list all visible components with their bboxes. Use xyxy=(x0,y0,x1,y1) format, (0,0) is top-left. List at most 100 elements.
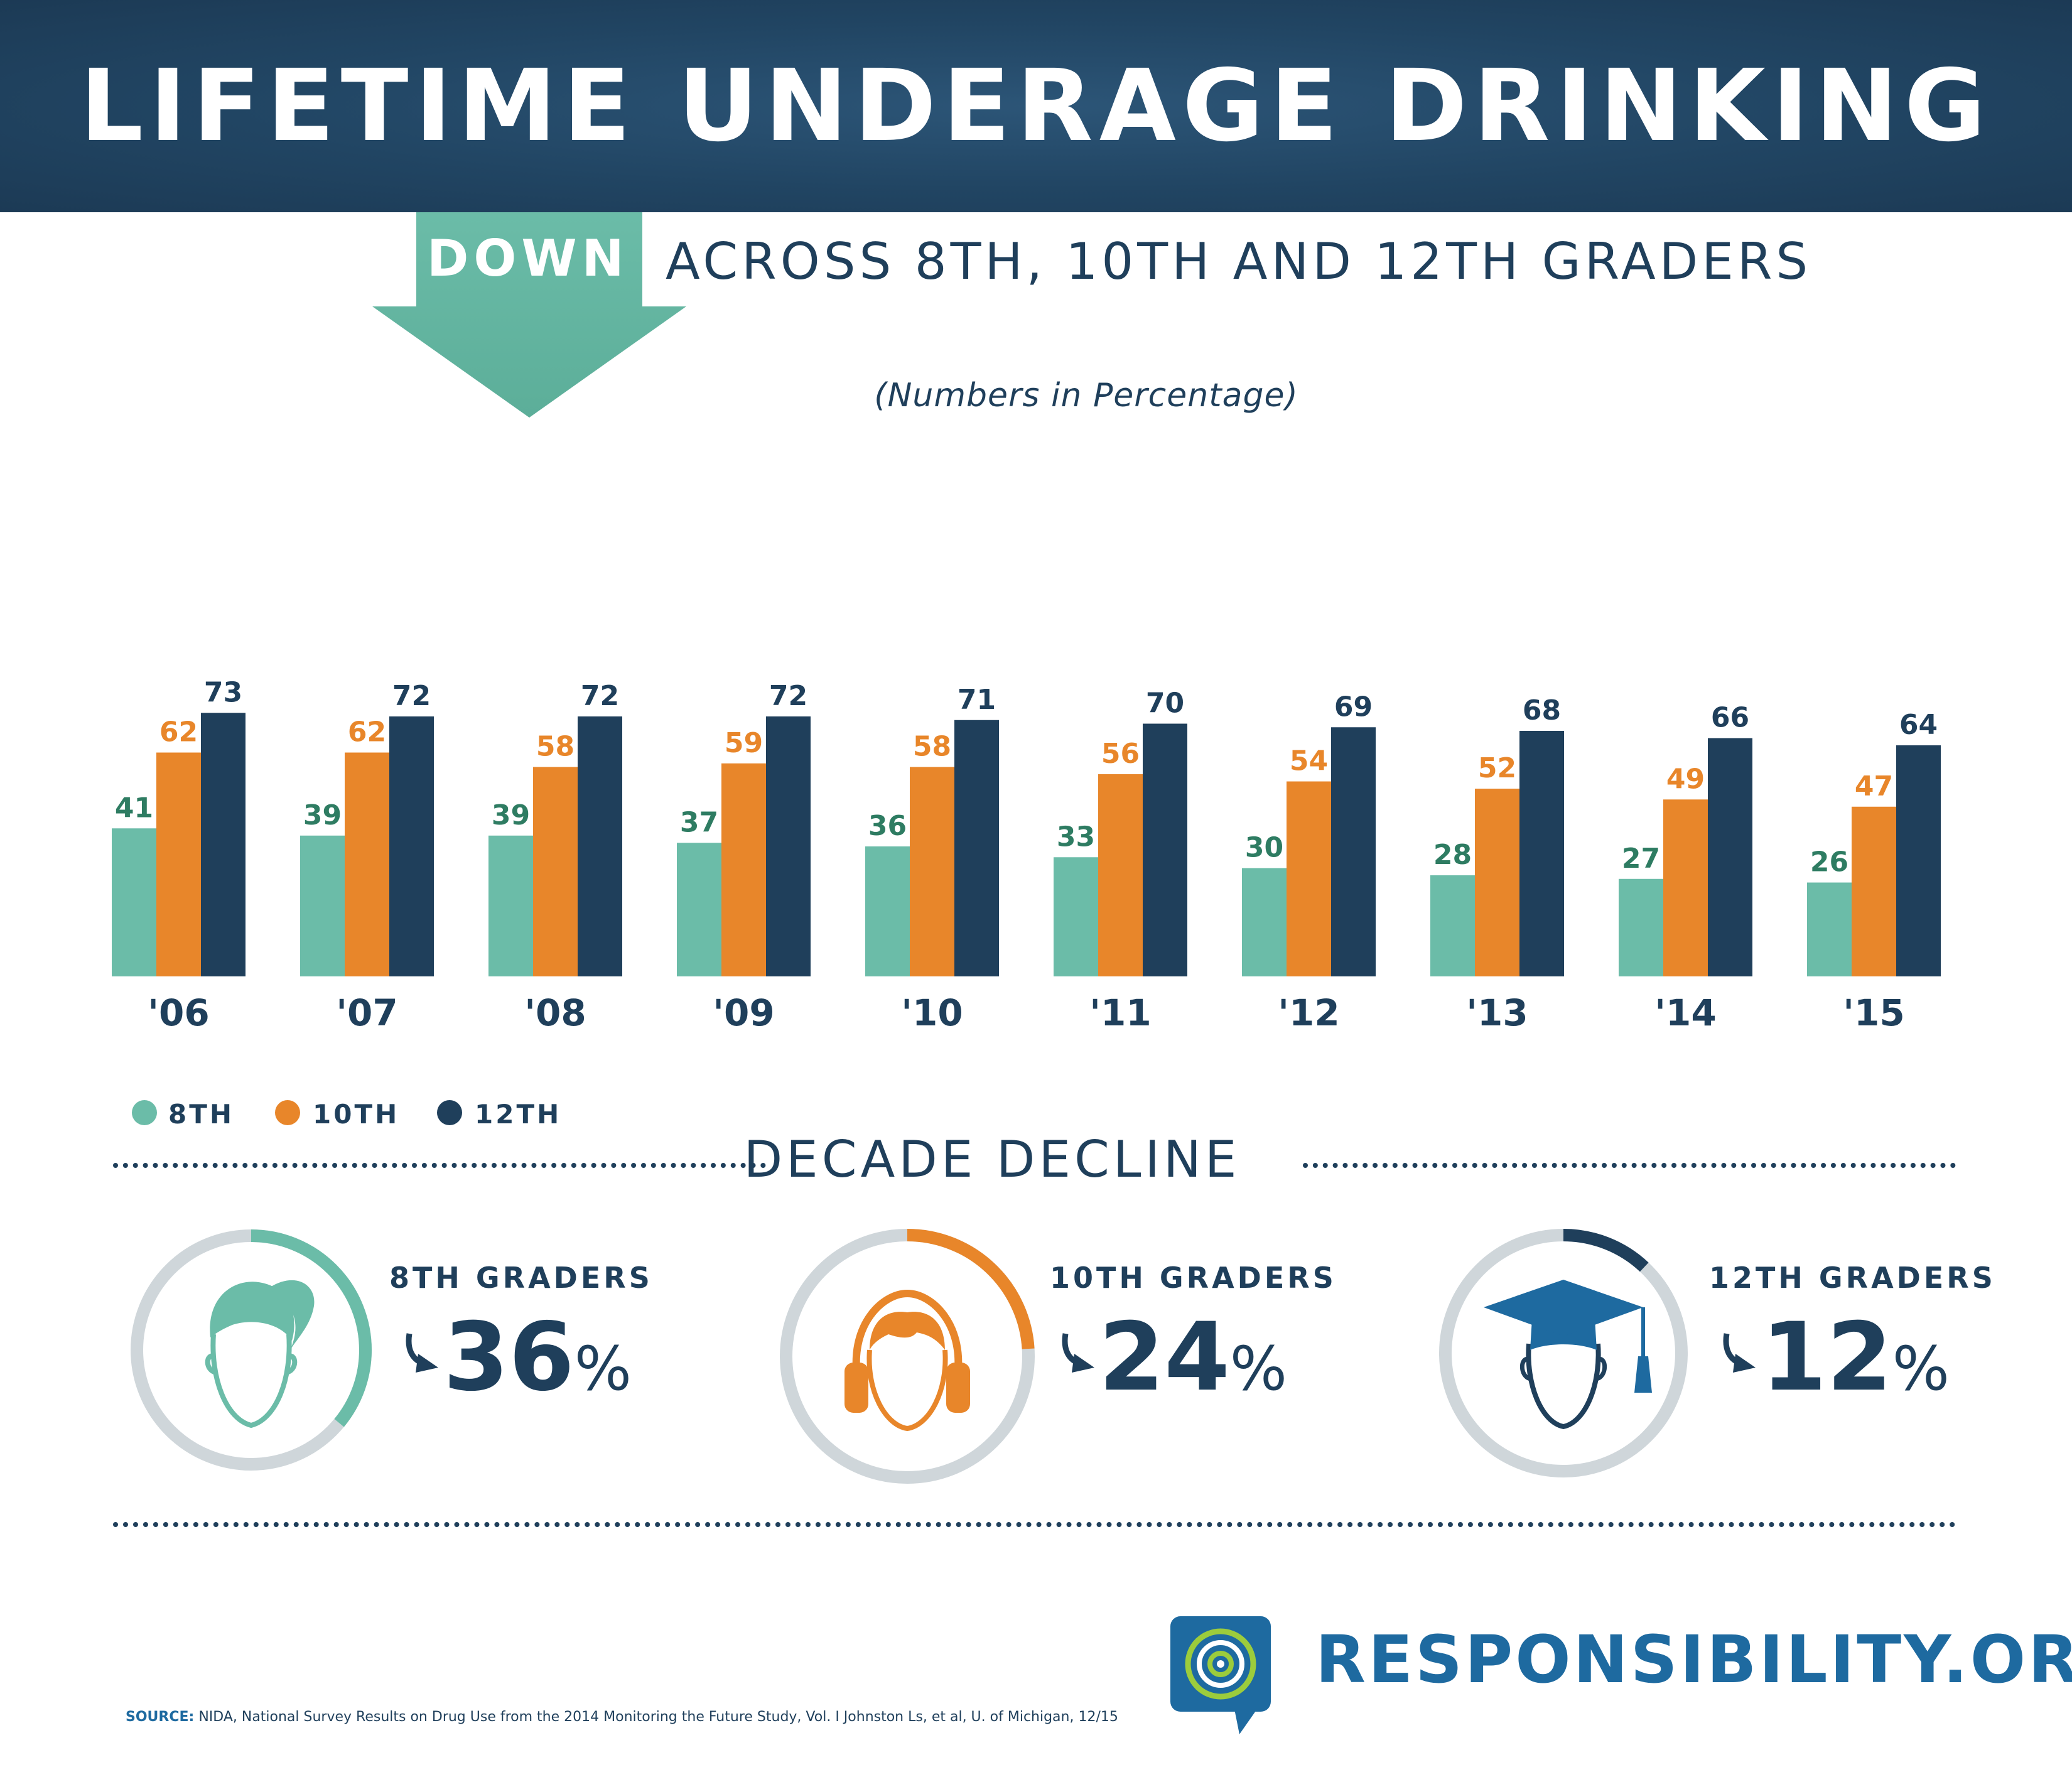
x-tick-label: '09 xyxy=(713,991,774,1034)
data-label: 58 xyxy=(913,731,951,763)
percent-sign: % xyxy=(574,1334,632,1404)
bar-8th-2 xyxy=(488,835,533,976)
bar-10th-9 xyxy=(1852,806,1896,976)
bar-10th-4 xyxy=(910,767,954,976)
bar-12th-0 xyxy=(201,713,246,976)
data-label: 72 xyxy=(769,680,807,712)
decline-ring-12th xyxy=(1439,1229,1688,1477)
decline-arc-8th xyxy=(131,1229,372,1471)
x-tick-label: '10 xyxy=(901,991,963,1034)
bar-8th-7 xyxy=(1430,875,1475,976)
bar-8th-6 xyxy=(1242,868,1287,976)
source-text: NIDA, National Survey Results on Drug Us… xyxy=(194,1709,1118,1725)
legend-dot-12th xyxy=(437,1100,462,1125)
bar-10th-0 xyxy=(156,752,201,976)
decline-ring-10th xyxy=(780,1229,1035,1484)
data-label: 64 xyxy=(1899,709,1938,741)
bar-12th-5 xyxy=(1143,723,1187,976)
data-label: 62 xyxy=(348,716,386,748)
legend-label-10th: 10TH xyxy=(313,1099,400,1130)
bar-8th-0 xyxy=(112,828,156,976)
data-label: 54 xyxy=(1290,745,1328,777)
x-tick-label: '15 xyxy=(1843,991,1904,1034)
bar-chart: 416273'06396272'07395872'08375972'093658… xyxy=(112,676,1941,1034)
bar-8th-4 xyxy=(865,846,910,976)
decline-arc-10th xyxy=(780,1229,1035,1484)
bar-10th-2 xyxy=(533,767,578,976)
data-label: 41 xyxy=(115,792,153,824)
x-tick-label: '11 xyxy=(1089,991,1151,1034)
headphones-face-icon xyxy=(844,1289,970,1432)
unit-note: (Numbers in Percentage) xyxy=(874,377,1298,414)
source-label: SOURCE: xyxy=(126,1709,195,1725)
x-tick-label: '07 xyxy=(336,991,397,1034)
legend-label-8th: 8TH xyxy=(168,1099,235,1130)
data-label: 27 xyxy=(1622,843,1660,875)
bar-12th-8 xyxy=(1708,738,1752,976)
data-label: 72 xyxy=(581,680,619,712)
data-label: 37 xyxy=(680,806,718,838)
data-label: 52 xyxy=(1478,752,1516,784)
down-arrow-icon xyxy=(372,212,686,418)
bar-10th-3 xyxy=(721,763,766,976)
bar-10th-8 xyxy=(1663,799,1708,976)
data-label: 28 xyxy=(1433,839,1472,871)
logo-wordmark[interactable]: RESPONSIBILITY.ORG xyxy=(1315,1621,2072,1698)
x-tick-label: '08 xyxy=(524,991,586,1034)
divider-right xyxy=(1303,1163,1956,1168)
data-label: 66 xyxy=(1711,702,1749,734)
subtitle: ACROSS 8TH, 10TH AND 12TH GRADERS xyxy=(666,232,1812,291)
bar-8th-8 xyxy=(1619,878,1663,976)
data-label: 58 xyxy=(536,731,575,763)
data-label: 39 xyxy=(492,799,530,831)
decline-value-8th: 36% xyxy=(443,1303,632,1412)
legend-dot-10th xyxy=(275,1100,300,1125)
down-curve-icon xyxy=(1062,1333,1094,1373)
decline-label-10th: 10TH GRADERS xyxy=(1050,1261,1337,1295)
bar-12th-2 xyxy=(578,716,622,976)
data-label: 49 xyxy=(1666,763,1705,795)
bar-8th-5 xyxy=(1054,857,1098,976)
decline-number-12th: 12 xyxy=(1761,1303,1892,1412)
bar-10th-1 xyxy=(345,752,389,976)
bar-8th-3 xyxy=(677,843,721,976)
decline-value-10th: 24% xyxy=(1099,1303,1287,1412)
bar-10th-7 xyxy=(1475,789,1519,976)
data-label: 62 xyxy=(159,716,198,748)
bar-10th-6 xyxy=(1287,781,1331,976)
data-label: 36 xyxy=(868,810,907,842)
x-tick-label: '06 xyxy=(148,991,209,1034)
percent-sign: % xyxy=(1229,1334,1287,1404)
girl-face-icon xyxy=(205,1334,298,1428)
decade-title: DECADE DECLINE xyxy=(743,1130,1241,1189)
down-curve-icon xyxy=(1723,1333,1756,1373)
decline-number-8th: 36 xyxy=(443,1303,575,1412)
page-title: LIFETIME UNDERAGE DRINKING xyxy=(80,48,1992,164)
x-tick-label: '12 xyxy=(1278,991,1339,1034)
decline-number-10th: 24 xyxy=(1099,1303,1230,1412)
x-tick-label: '13 xyxy=(1466,991,1528,1034)
data-label: 39 xyxy=(303,799,342,831)
responsibility-logo-icon[interactable] xyxy=(1169,1615,1276,1741)
bar-12th-9 xyxy=(1896,745,1941,976)
percent-sign: % xyxy=(1892,1334,1950,1404)
graduate-cap-icon xyxy=(1484,1280,1652,1430)
data-label: 33 xyxy=(1057,821,1095,853)
bar-12th-4 xyxy=(954,720,999,976)
decline-arc-12th xyxy=(1439,1229,1688,1477)
data-label: 68 xyxy=(1523,694,1561,726)
decline-label-8th: 8TH GRADERS xyxy=(389,1261,653,1295)
header-banner xyxy=(0,0,2072,212)
x-tick-label: '14 xyxy=(1654,991,1716,1034)
data-label: 70 xyxy=(1146,688,1184,720)
decline-ring-8th xyxy=(131,1229,372,1471)
data-label: 72 xyxy=(392,680,431,712)
data-label: 26 xyxy=(1810,846,1848,878)
data-label: 30 xyxy=(1245,832,1283,864)
data-label: 59 xyxy=(725,727,763,759)
divider-left xyxy=(113,1163,766,1168)
bar-12th-3 xyxy=(766,716,811,976)
data-label: 69 xyxy=(1334,691,1373,723)
bar-8th-1 xyxy=(300,835,345,976)
data-label: 73 xyxy=(204,676,242,708)
